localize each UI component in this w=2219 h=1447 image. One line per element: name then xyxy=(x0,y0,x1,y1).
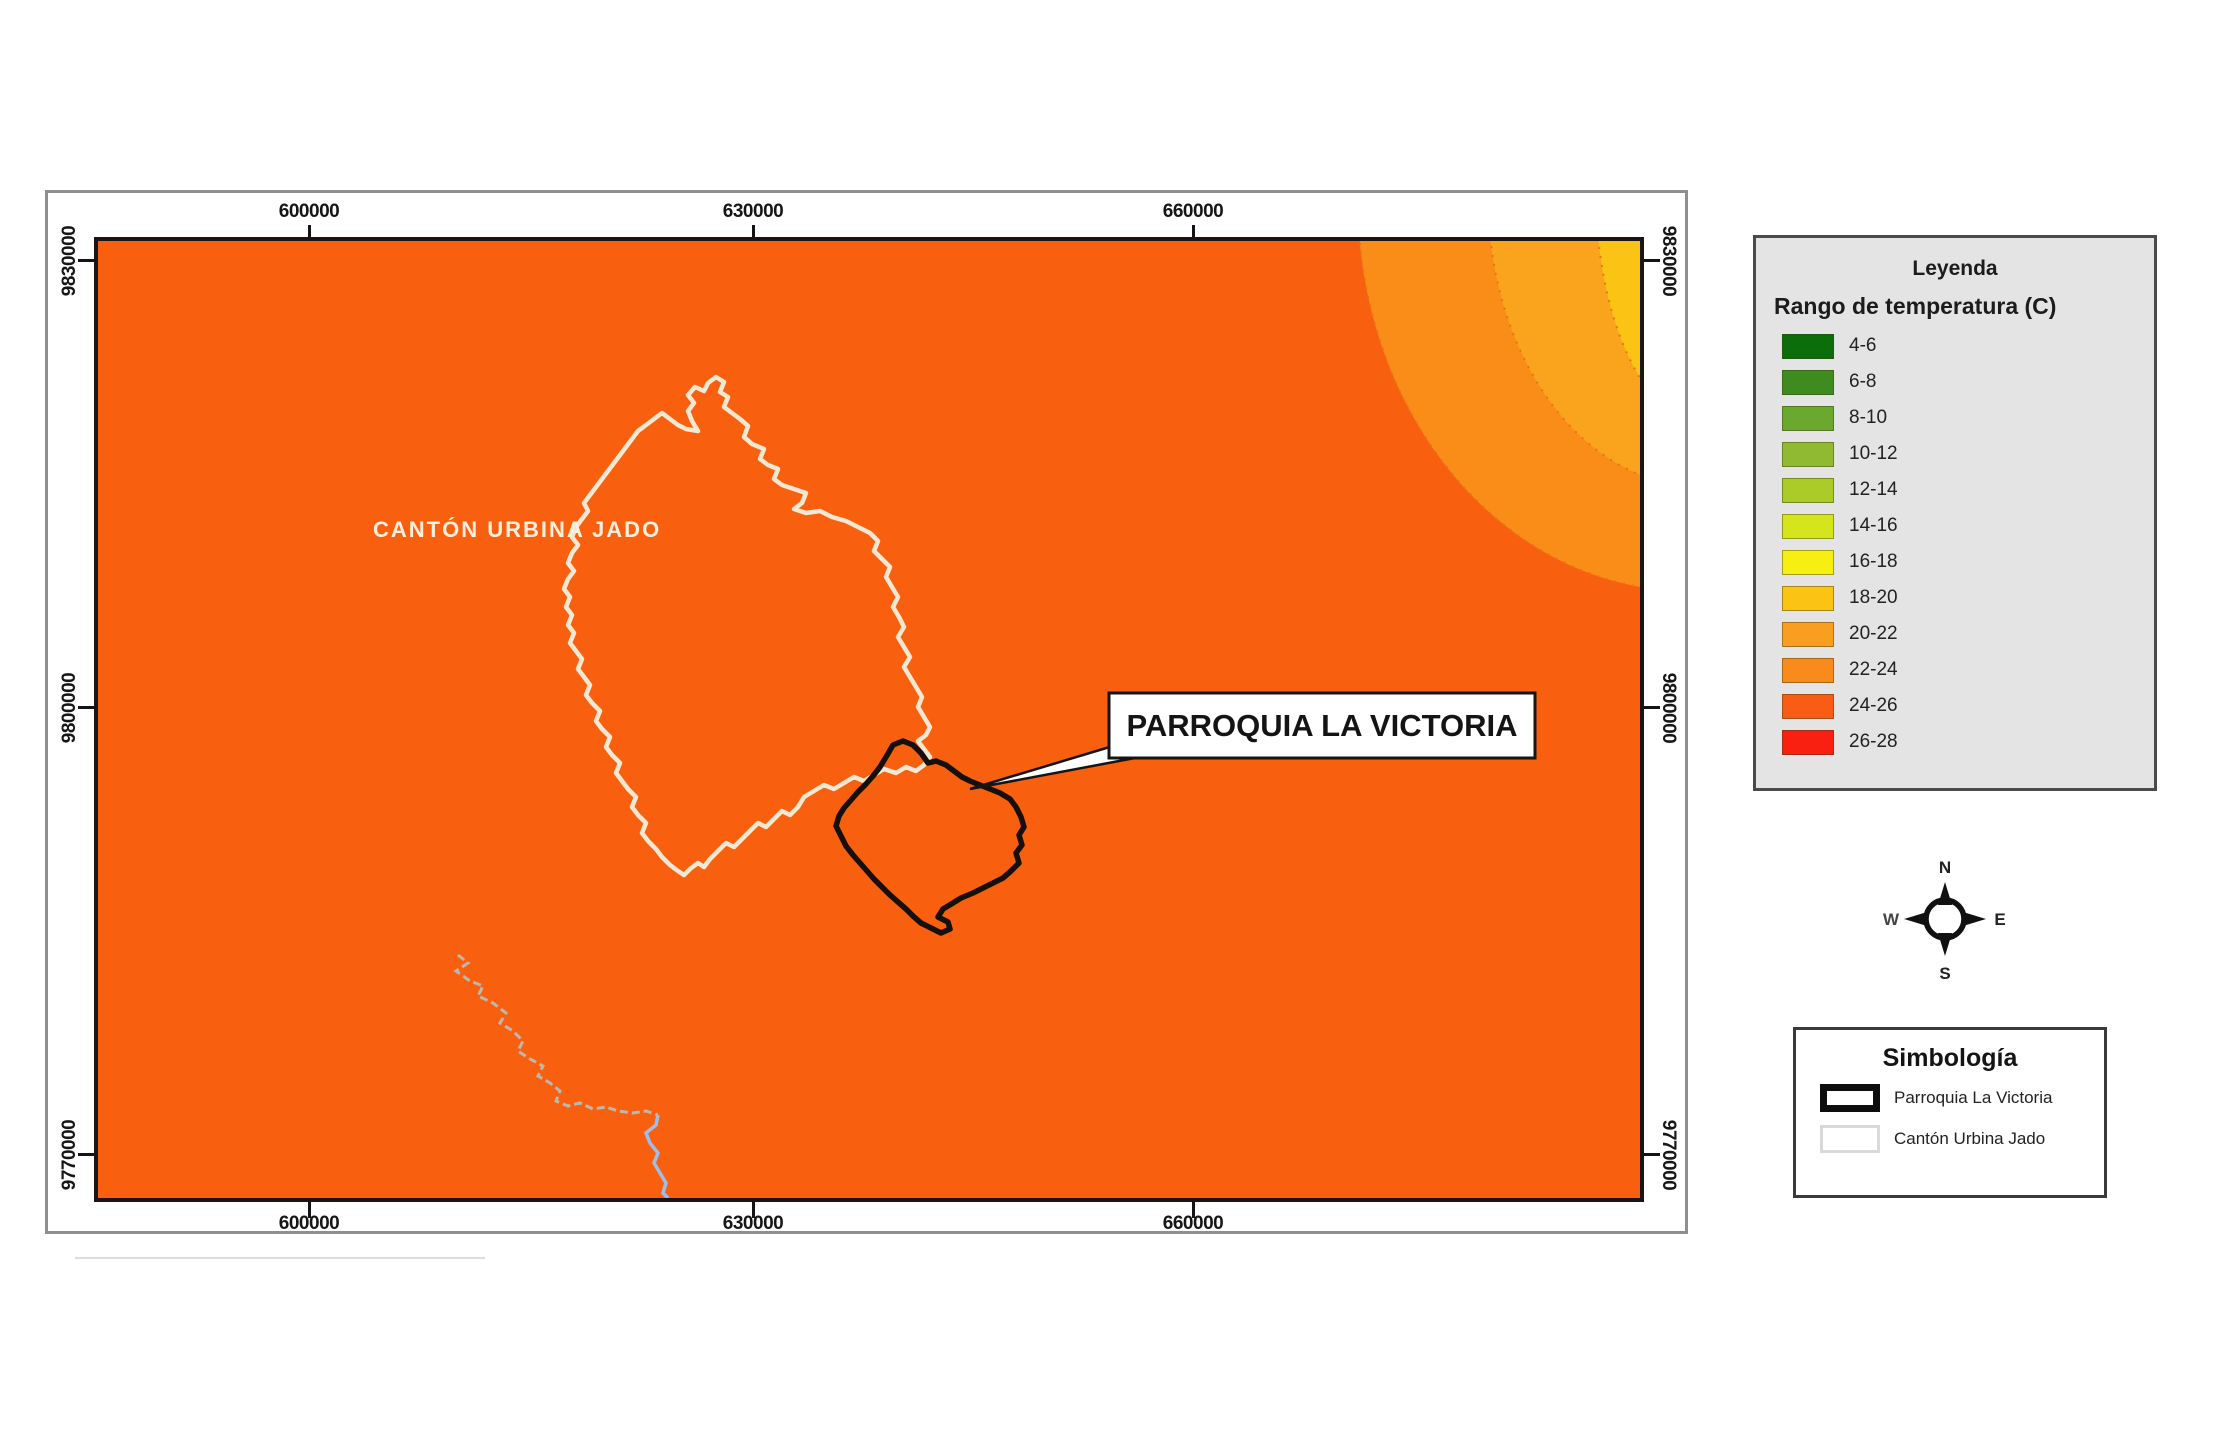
compass-rose: N E S W xyxy=(1868,846,2028,996)
legend-item-label: 24-26 xyxy=(1849,695,1898,716)
x-tick-bottom-630000 xyxy=(752,1202,755,1218)
y-tick-label: 9800000 xyxy=(1658,672,1679,744)
river-line-upper xyxy=(453,953,659,1117)
legend-swatch xyxy=(1782,405,1834,431)
canton-region-label: CANTÓN URBINA JADO xyxy=(373,517,661,542)
y-tick-label: 9830000 xyxy=(59,225,80,297)
legend-item-label: 4-6 xyxy=(1849,335,1877,356)
compass-west-label: W xyxy=(1883,910,1900,929)
scalebar-remnant-line xyxy=(75,1257,485,1259)
legend-item-label: 16-18 xyxy=(1849,551,1898,572)
parroquia-la-victoria-boundary xyxy=(833,738,1027,936)
legend-item-label: 12-14 xyxy=(1849,479,1898,500)
legend-item: 6-8 xyxy=(1756,364,2154,400)
legend-swatch xyxy=(1782,369,1834,395)
legend-item-label: 20-22 xyxy=(1849,623,1898,644)
legend-subtitle: Rango de temperatura (C) xyxy=(1774,293,2057,319)
legend-swatch xyxy=(1782,333,1834,359)
x-tick-top-600000 xyxy=(308,225,311,241)
river-line-lower xyxy=(643,1114,670,1198)
legend-item-label: 10-12 xyxy=(1849,443,1898,464)
legend-item: 10-12 xyxy=(1756,436,2154,472)
legend-swatch xyxy=(1782,441,1834,467)
legend-item: 20-22 xyxy=(1756,616,2154,652)
legend-item: 4-6 xyxy=(1756,328,2154,364)
compass-icon: N E S W xyxy=(1883,858,2006,983)
legend-item-label: 22-24 xyxy=(1849,659,1898,680)
legend-item: 24-26 xyxy=(1756,688,2154,724)
temperature-map-svg: CANTÓN URBINA JADO PARROQUIA LA VICTORIA xyxy=(98,241,1640,1198)
legend-item-label: 26-28 xyxy=(1849,731,1898,752)
compass-south-label: S xyxy=(1939,964,1950,983)
callout-label: PARROQUIA LA VICTORIA xyxy=(1127,708,1518,743)
map-frame: 600000 630000 660000 600000 630000 66000… xyxy=(45,190,1688,1234)
symbology-item: Parroquia La Victoria xyxy=(1820,1082,2104,1114)
callout-box xyxy=(1107,691,1537,760)
legend-panel: Leyenda Rango de temperatura (C) 4-6 6-8… xyxy=(1753,235,2157,791)
symbology-item-label: Cantón Urbina Jado xyxy=(1894,1129,2046,1148)
y-tick-label: 9770000 xyxy=(59,1119,80,1191)
x-tick-label: 630000 xyxy=(722,1213,784,1234)
canton-urbina-jado-boundary xyxy=(561,374,933,878)
symbology-item-label: Parroquia La Victoria xyxy=(1894,1088,2053,1107)
legend-swatch xyxy=(1782,477,1834,503)
legend-item: 14-16 xyxy=(1756,508,2154,544)
symbology-title: Simbología xyxy=(1882,1044,2018,1072)
temp-band-20-22 xyxy=(1489,241,1640,476)
legend-swatch xyxy=(1782,549,1834,575)
legend-swatch xyxy=(1782,657,1834,683)
y-tick-label: 9830000 xyxy=(1658,225,1679,297)
legend-item-label: 14-16 xyxy=(1849,515,1898,536)
x-tick-bottom-660000 xyxy=(1192,1202,1195,1218)
legend-swatch xyxy=(1782,585,1834,611)
x-tick-bottom-600000 xyxy=(308,1202,311,1218)
y-tick-right-9830000 xyxy=(1644,259,1660,262)
temp-band-18-20 xyxy=(1597,241,1640,380)
legend-item-label: 8-10 xyxy=(1849,407,1888,428)
x-tick-label: 660000 xyxy=(1162,201,1224,222)
legend-item: 26-28 xyxy=(1756,724,2154,760)
compass-east-label: E xyxy=(1994,910,2005,929)
x-tick-top-660000 xyxy=(1192,225,1195,241)
x-tick-label: 600000 xyxy=(278,1213,340,1234)
symbology-item: Cantón Urbina Jado xyxy=(1820,1123,2104,1155)
legend-item-label: 18-20 xyxy=(1849,587,1898,608)
y-tick-label: 9770000 xyxy=(1658,1119,1679,1191)
x-tick-top-630000 xyxy=(752,225,755,241)
legend-swatch xyxy=(1782,693,1834,719)
compass-north-label: N xyxy=(1939,858,1951,877)
y-tick-right-9770000 xyxy=(1644,1153,1660,1156)
y-tick-left-9830000 xyxy=(78,259,94,262)
legend-item: 12-14 xyxy=(1756,472,2154,508)
legend-item-label: 6-8 xyxy=(1849,371,1877,392)
legend-swatch xyxy=(1782,513,1834,539)
legend-title: Leyenda xyxy=(1912,257,1998,280)
legend-item: 16-18 xyxy=(1756,544,2154,580)
symbology-panel: Simbología Parroquia La Victoria Cantón … xyxy=(1793,1027,2107,1198)
legend-rows: 4-6 6-8 8-10 10-12 12-14 14-16 xyxy=(1756,328,2154,760)
legend-item: 8-10 xyxy=(1756,400,2154,436)
canton-boundary-swatch xyxy=(1820,1125,1880,1153)
y-tick-left-9770000 xyxy=(78,1153,94,1156)
x-tick-label: 630000 xyxy=(722,201,784,222)
parroquia-boundary-swatch xyxy=(1820,1084,1880,1112)
y-tick-label: 9800000 xyxy=(59,672,80,744)
legend-swatch xyxy=(1782,621,1834,647)
map-canvas: CANTÓN URBINA JADO PARROQUIA LA VICTORIA xyxy=(94,237,1644,1202)
legend-item: 22-24 xyxy=(1756,652,2154,688)
y-tick-left-9800000 xyxy=(78,706,94,709)
legend-item: 18-20 xyxy=(1756,580,2154,616)
x-tick-label: 660000 xyxy=(1162,1213,1224,1234)
y-tick-right-9800000 xyxy=(1644,706,1660,709)
legend-swatch xyxy=(1782,729,1834,755)
x-tick-label: 600000 xyxy=(278,201,340,222)
